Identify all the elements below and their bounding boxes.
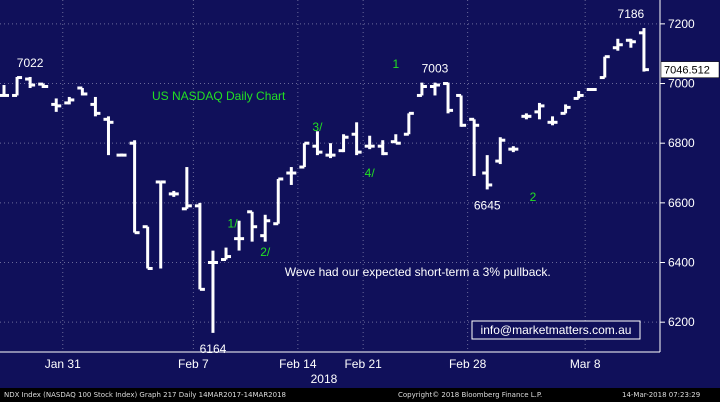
- ohlc-bar: [286, 167, 297, 185]
- annotation-label: Weve had our expected short-term a 3% pu…: [285, 265, 551, 279]
- ohlc-bar: [77, 86, 88, 96]
- ohlc-bar: [416, 82, 427, 97]
- y-tick-label: 6400: [668, 256, 695, 270]
- ohlc-bar: [547, 116, 558, 126]
- ohlc-bar: [234, 220, 245, 251]
- ohlc-bar: [181, 167, 192, 211]
- ohlc-bar: [103, 116, 114, 156]
- ohlc-bar: [273, 177, 284, 226]
- ohlc-bar: [25, 76, 36, 88]
- ohlc-bar: [299, 141, 310, 169]
- contact-email: info@marketmatters.com.au: [481, 323, 632, 337]
- ohlc-bar: [325, 143, 336, 159]
- ohlc-bar: [0, 85, 9, 97]
- y-tick-label: 7200: [668, 17, 695, 31]
- x-tick-label: Feb 14: [279, 357, 317, 371]
- annotation-label: 1: [392, 57, 399, 71]
- annotation-label: 7186: [618, 7, 645, 21]
- ohlc-bar: [456, 93, 467, 127]
- annotation-label: 1/: [228, 217, 239, 231]
- footer-copyright: Copyright© 2018 Bloomberg Finance L.P.: [398, 391, 543, 399]
- footer-bar: NDX Index (NASDAQ 100 Stock Index) Graph…: [0, 388, 720, 402]
- ohlc-bar: [469, 117, 480, 176]
- plot-area: [0, 0, 660, 352]
- ohlc-bar: [260, 214, 271, 242]
- y-tick-label: 7000: [668, 77, 695, 91]
- annotation-label: 4/: [365, 166, 376, 180]
- annotation-label: 2/: [260, 245, 271, 259]
- y-tick-label: 6600: [668, 196, 695, 210]
- ohlc-bar: [429, 82, 440, 96]
- y-tick-label: 6200: [668, 315, 695, 329]
- ohlc-chart: 6200 6400 6600 6800 7000 7200 Jan 31 Feb 7 Feb 1…: [0, 0, 720, 386]
- annotation-label: 6645: [474, 198, 501, 212]
- ohlc-bar: [521, 113, 532, 120]
- ohlc-bar: [155, 180, 166, 269]
- ohlc-bar: [390, 134, 401, 145]
- ohlc-bar: [207, 250, 218, 333]
- ohlc-bar: [364, 135, 375, 150]
- ohlc-bar: [247, 210, 258, 242]
- x-year-label: 2018: [311, 372, 338, 386]
- ohlc-bar: [221, 247, 232, 262]
- ohlc-bar: [560, 104, 571, 115]
- ohlc-bar: [638, 28, 649, 72]
- ohlc-bar: [64, 96, 75, 105]
- last-price-box: [660, 61, 720, 78]
- x-tick-label: Feb 7: [178, 357, 209, 371]
- y-tick-label: 6800: [668, 136, 695, 150]
- ohlc-bar: [377, 140, 388, 156]
- ohlc-bar: [168, 190, 179, 197]
- annotation-label: 3/: [312, 120, 323, 134]
- x-tick-label: Feb 21: [344, 357, 382, 371]
- ohlc-bar: [443, 82, 454, 114]
- annotation-label: 2: [530, 190, 537, 204]
- x-tick-label: Mar 8: [570, 357, 601, 371]
- footer-timestamp: 14-Mar-2018 07:23:29: [622, 391, 701, 399]
- ohlc-bar: [116, 153, 127, 157]
- ohlc-bar: [508, 146, 519, 153]
- ohlc-bar: [312, 131, 323, 156]
- x-tick-label: Feb 28: [449, 357, 487, 371]
- footer-security-info: NDX Index (NASDAQ 100 Stock Index) Graph…: [4, 391, 286, 399]
- ohlc-bar: [142, 225, 153, 270]
- ohlc-bar: [495, 137, 506, 165]
- ohlc-bar: [625, 38, 636, 48]
- ohlc-bar: [482, 155, 493, 190]
- annotation-label: 7003: [422, 62, 449, 76]
- ohlc-bar: [586, 87, 597, 91]
- x-tick-label: Jan 31: [45, 357, 81, 371]
- chart-title: US NASDAQ Daily Chart: [152, 89, 286, 103]
- ohlc-bar: [573, 90, 584, 100]
- ohlc-bar: [90, 96, 101, 117]
- last-price-label: 7046.512: [664, 65, 710, 77]
- ohlc-bar: [351, 122, 362, 156]
- ohlc-bar: [534, 102, 545, 120]
- ohlc-bar: [599, 55, 610, 80]
- ohlc-bar: [129, 140, 140, 235]
- ohlc-bar: [194, 202, 205, 291]
- annotation-label: 7022: [17, 56, 44, 70]
- annotation-label: 6164: [200, 342, 227, 356]
- ohlc-bar: [403, 111, 414, 136]
- contact-box: [471, 320, 641, 340]
- ohlc-bar: [12, 76, 23, 97]
- ohlc-bar: [612, 38, 623, 51]
- ohlc-bar: [338, 134, 349, 153]
- ohlc-bar: [38, 82, 49, 89]
- ohlc-bar: [51, 98, 62, 112]
